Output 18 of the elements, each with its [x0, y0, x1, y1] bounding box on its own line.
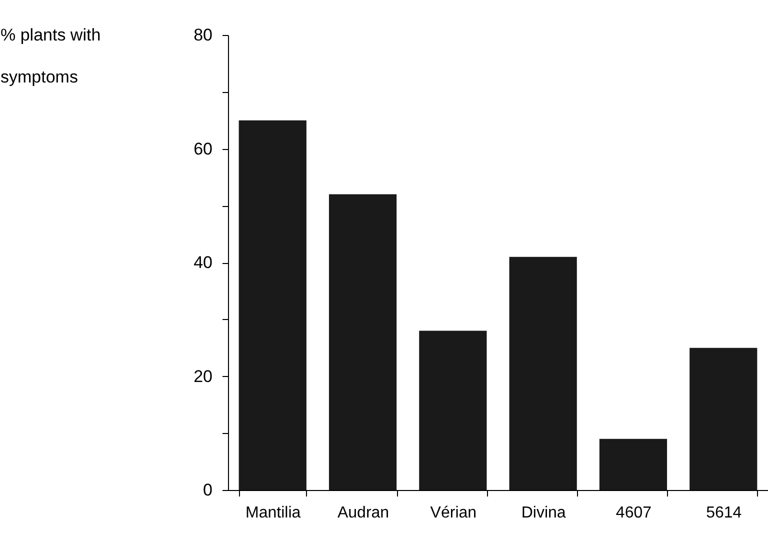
bar	[690, 348, 758, 490]
bar	[599, 438, 668, 490]
x-tick-label: Mantilia	[246, 504, 301, 522]
x-tick-label: 4607	[616, 504, 652, 522]
bar	[328, 194, 397, 490]
y-tick-label: 40	[194, 253, 212, 272]
y-tick-label: 60	[194, 139, 212, 158]
y-tick-label: 0	[203, 480, 212, 500]
x-tick-label: Divina	[521, 504, 566, 522]
x-tick-label: 5614	[706, 504, 742, 522]
text: % plants with symptoms	[0, 26, 101, 86]
bar	[238, 120, 306, 490]
bar	[419, 330, 487, 490]
x-tick-label: Audran	[337, 504, 390, 522]
x-tick-label: Vérian	[430, 504, 477, 522]
y-tick-label: 80	[194, 26, 212, 44]
bar	[509, 256, 577, 490]
y-tick-label: 20	[194, 366, 212, 386]
